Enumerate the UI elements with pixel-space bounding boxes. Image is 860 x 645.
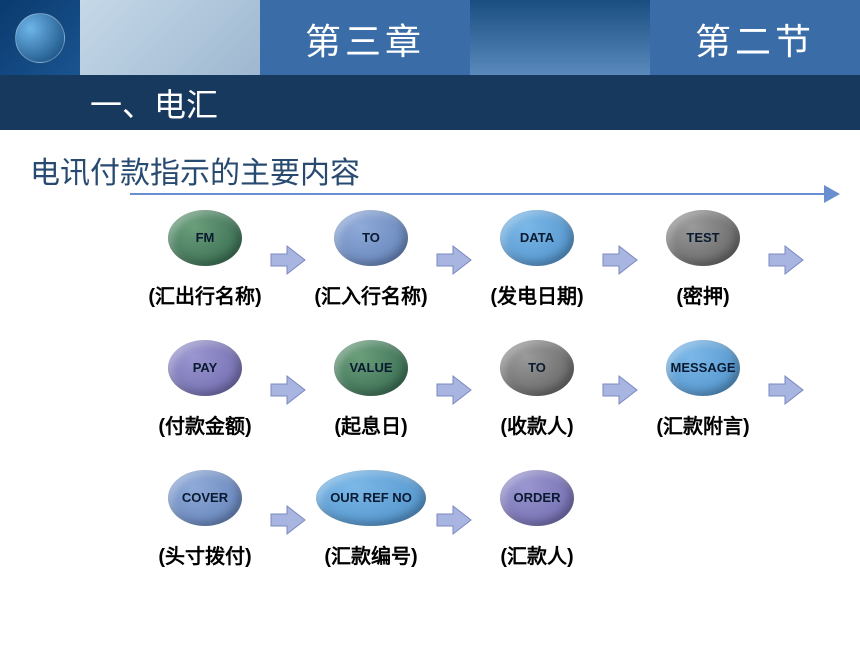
flow-item: TO (收款人): [467, 340, 607, 439]
bubble-pay: PAY: [168, 340, 242, 396]
caption: (汇款人): [500, 540, 573, 569]
globe-icon: [15, 13, 65, 63]
bubble-value: VALUE: [334, 340, 408, 396]
bubble-to: TO: [500, 340, 574, 396]
title-bar: 一、电汇: [0, 75, 860, 130]
flow-row-1: FM (汇出行名称) TO (汇入行名称) DATA (发电日期) TEST (密押): [135, 210, 799, 309]
flow-item: TEST (密押): [633, 210, 773, 309]
flow-arrow-icon: [767, 372, 805, 408]
flow-item: ORDER (汇款人): [467, 470, 607, 569]
flow-row-2: PAY (付款金额) VALUE (起息日) TO (收款人) MESSAGE (汇款附言): [135, 340, 799, 439]
subtitle: 电讯付款指示的主要内容: [30, 148, 860, 192]
flow-item: TO (汇入行名称): [301, 210, 441, 309]
flow-item: OUR REF NO (汇款编号): [301, 470, 441, 569]
flow-item: COVER (头寸拨付): [135, 470, 275, 569]
section-tab: 第二节: [650, 0, 860, 75]
bubble-test: TEST: [666, 210, 740, 266]
caption: (收款人): [500, 410, 573, 439]
bubble-cover: COVER: [168, 470, 242, 526]
section-label: 第二节: [695, 13, 815, 65]
caption: (密押): [676, 280, 729, 309]
caption: (汇款编号): [324, 540, 417, 569]
caption: (付款金额): [158, 410, 251, 439]
caption: (发电日期): [490, 280, 583, 309]
caption: (起息日): [334, 410, 407, 439]
flow-arrow-icon: [767, 242, 805, 278]
flow-item: MESSAGE (汇款附言): [633, 340, 773, 439]
flow-item: FM (汇出行名称): [135, 210, 275, 309]
header-photo-1: [80, 0, 260, 75]
bubble-order: ORDER: [500, 470, 574, 526]
chapter-tab: 第三章: [260, 0, 470, 75]
caption: (汇款附言): [656, 410, 749, 439]
bubble-fm: FM: [168, 210, 242, 266]
bubble-data: DATA: [500, 210, 574, 266]
flow-item: PAY (付款金额): [135, 340, 275, 439]
header-photo-2: [470, 0, 650, 75]
globe-image: [0, 0, 80, 75]
bubble-to: TO: [334, 210, 408, 266]
timeline-arrow: [130, 193, 830, 195]
caption: (头寸拨付): [158, 540, 251, 569]
flow-row-3: COVER (头寸拨付) OUR REF NO (汇款编号) ORDER (汇款人): [135, 470, 607, 569]
flow-item: VALUE (起息日): [301, 340, 441, 439]
slide-header: 第三章 第二节: [0, 0, 860, 75]
flow-item: DATA (发电日期): [467, 210, 607, 309]
caption: (汇出行名称): [148, 280, 261, 309]
caption: (汇入行名称): [314, 280, 427, 309]
page-title: 一、电汇: [90, 80, 218, 126]
bubble-our-ref-no: OUR REF NO: [316, 470, 426, 526]
bubble-message: MESSAGE: [666, 340, 740, 396]
chapter-label: 第三章: [305, 13, 425, 65]
